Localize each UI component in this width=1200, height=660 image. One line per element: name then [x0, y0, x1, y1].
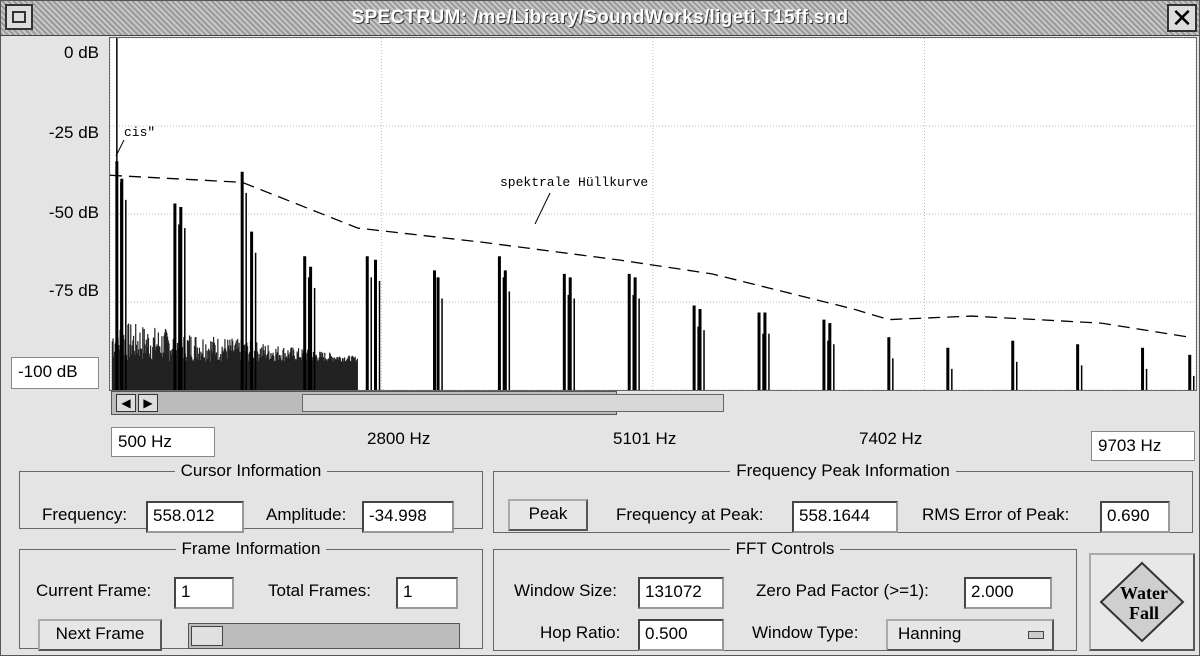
amplitude-label: Amplitude: [266, 505, 347, 524]
fft-controls-group: FFT Controls Window Size: 131072 Zero Pa… [493, 539, 1077, 651]
x-max-field[interactable]: 9703 Hz [1091, 431, 1195, 461]
x-min-field[interactable]: 500 Hz [111, 427, 215, 457]
window-type-label: Window Type: [752, 623, 859, 642]
rms-error-field[interactable]: 0.690 [1100, 501, 1170, 533]
frame-info-group: Frame Information Current Frame: 1 Total… [19, 539, 483, 651]
zero-pad-field[interactable]: 2.000 [964, 577, 1052, 609]
y-tick-label: -25 dB [48, 123, 99, 142]
peak-info-legend: Frequency Peak Information [736, 461, 950, 480]
fft-controls-legend: FFT Controls [735, 539, 835, 558]
waterfall-button[interactable]: Water Fall [1089, 553, 1195, 651]
freq-at-peak-label: Frequency at Peak: [616, 505, 764, 524]
y-tick-label: 0 dB [64, 43, 99, 62]
total-frames-label: Total Frames: [268, 581, 371, 600]
frame-slider[interactable] [188, 623, 460, 649]
envelope-curve [109, 174, 1190, 338]
frame-slider-thumb[interactable] [191, 626, 223, 646]
spectrum-chart: cis" spektrale Hüllkurve [109, 37, 1197, 391]
peak-info-group: Frequency Peak Information Peak Frequenc… [493, 461, 1193, 533]
current-frame-field[interactable]: 1 [174, 577, 234, 609]
total-frames-field: 1 [396, 577, 458, 609]
annotation-envelope: spektrale Hüllkurve [500, 175, 648, 190]
option-menu-icon [1028, 631, 1044, 639]
peak-button[interactable]: Peak [508, 499, 588, 531]
x-tick-label: 7402 Hz [859, 429, 923, 448]
frequency-label: Frequency: [42, 505, 128, 524]
hop-ratio-label: Hop Ratio: [540, 623, 621, 642]
waterfall-label-2: Fall [1129, 603, 1159, 623]
spectrum-plot[interactable]: cis" spektrale Hüllkurve [109, 37, 1197, 391]
close-button[interactable]: ✕ [1167, 4, 1197, 32]
window-type-value: Hanning [898, 624, 962, 643]
scroll-right-arrow-icon[interactable]: ▶ [138, 394, 158, 412]
annotation-note: cis" [124, 125, 155, 140]
hop-ratio-field[interactable]: 0.500 [638, 619, 724, 651]
x-tick-label: 2800 Hz [367, 429, 431, 448]
scroll-left-arrow-icon[interactable]: ◀ [116, 394, 136, 412]
scrollbar-thumb[interactable] [302, 394, 724, 412]
amplitude-field[interactable]: -34.998 [362, 501, 454, 533]
freq-at-peak-field[interactable]: 558.1644 [792, 501, 898, 533]
window-size-field[interactable]: 131072 [638, 577, 724, 609]
title-bar[interactable]: SPECTRUM: /me/Library/SoundWorks/ligeti.… [1, 1, 1199, 36]
annotation-envelope-pointer [534, 192, 551, 225]
y-tick-label: -50 dB [48, 203, 99, 222]
window-title: SPECTRUM: /me/Library/SoundWorks/ligeti.… [351, 7, 849, 28]
next-frame-button[interactable]: Next Frame [38, 619, 162, 651]
zero-pad-label: Zero Pad Factor (>=1): [756, 581, 929, 600]
horizontal-scrollbar[interactable]: ◀ ▶ [111, 391, 724, 415]
window-type-select[interactable]: Hanning [886, 619, 1054, 651]
rms-error-label: RMS Error of Peak: [922, 505, 1070, 524]
cursor-info-group: Cursor Information Frequency: 558.012 Am… [19, 461, 483, 533]
cursor-info-legend: Cursor Information [180, 461, 322, 480]
y-min-field[interactable]: -100 dB [11, 357, 99, 389]
window-menu-button[interactable] [5, 4, 33, 30]
waterfall-icon: Water Fall [1099, 561, 1185, 643]
y-tick-label: -75 dB [48, 281, 99, 300]
current-frame-label: Current Frame: [36, 581, 152, 600]
waterfall-label-1: Water [1120, 583, 1168, 603]
annotation-note-pointer [115, 139, 125, 157]
y-axis-labels: 0 dB -25 dB -50 dB -75 dB [7, 37, 107, 437]
x-tick-label: 5101 Hz [613, 429, 677, 448]
frame-info-legend: Frame Information [181, 539, 321, 558]
window-size-label: Window Size: [514, 581, 617, 600]
window-menu-icon [12, 11, 26, 23]
frequency-field[interactable]: 558.012 [146, 501, 244, 533]
